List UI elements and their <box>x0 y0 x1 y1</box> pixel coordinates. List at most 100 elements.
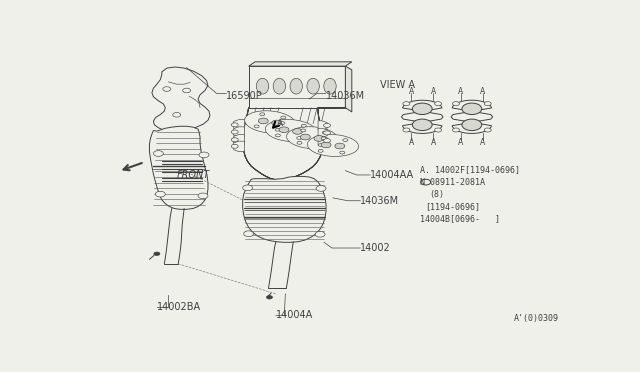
Circle shape <box>231 138 238 142</box>
Circle shape <box>279 127 289 132</box>
Text: 14036M: 14036M <box>360 196 399 206</box>
Text: 16590P: 16590P <box>227 91 263 101</box>
Circle shape <box>403 128 410 132</box>
Ellipse shape <box>290 78 303 94</box>
Circle shape <box>324 131 330 135</box>
Ellipse shape <box>257 78 269 94</box>
FancyBboxPatch shape <box>249 66 346 108</box>
Text: A. 14002F[1194-0696]: A. 14002F[1194-0696] <box>420 165 520 174</box>
Circle shape <box>452 128 460 132</box>
Polygon shape <box>307 135 358 156</box>
Circle shape <box>199 152 209 158</box>
Polygon shape <box>346 66 352 112</box>
Circle shape <box>300 134 310 140</box>
Circle shape <box>324 139 330 142</box>
Circle shape <box>266 296 273 299</box>
Circle shape <box>154 151 163 156</box>
Circle shape <box>403 102 410 106</box>
Circle shape <box>319 144 323 147</box>
Circle shape <box>484 102 491 106</box>
Polygon shape <box>318 136 329 145</box>
Circle shape <box>301 129 306 132</box>
Circle shape <box>316 186 326 191</box>
Circle shape <box>452 102 460 106</box>
Text: 14004AA: 14004AA <box>370 170 414 180</box>
Circle shape <box>275 134 280 137</box>
Circle shape <box>280 122 285 125</box>
Circle shape <box>272 120 282 126</box>
Polygon shape <box>233 127 244 137</box>
Ellipse shape <box>324 78 336 94</box>
Text: 14002BA: 14002BA <box>157 302 201 312</box>
Polygon shape <box>244 111 295 133</box>
Circle shape <box>231 130 238 134</box>
Circle shape <box>244 231 253 237</box>
Text: A: A <box>431 138 436 147</box>
Ellipse shape <box>273 78 285 94</box>
Circle shape <box>335 143 345 149</box>
Text: [1194-0696]: [1194-0696] <box>425 202 480 211</box>
Circle shape <box>412 119 432 131</box>
Circle shape <box>154 252 160 256</box>
Text: 14002: 14002 <box>360 243 391 253</box>
Text: A: A <box>458 138 463 147</box>
Text: A: A <box>277 119 284 128</box>
Ellipse shape <box>307 78 319 94</box>
Text: A: A <box>409 138 414 147</box>
Circle shape <box>297 137 301 140</box>
Text: A: A <box>409 87 414 96</box>
Circle shape <box>318 150 323 152</box>
Polygon shape <box>233 141 244 151</box>
Circle shape <box>163 87 171 92</box>
Circle shape <box>182 88 191 93</box>
Circle shape <box>198 193 208 199</box>
Text: VIEW A: VIEW A <box>380 80 415 90</box>
Circle shape <box>321 142 331 148</box>
Circle shape <box>315 231 325 237</box>
Circle shape <box>462 119 482 131</box>
Circle shape <box>343 139 348 141</box>
Circle shape <box>297 141 302 144</box>
Text: A: A <box>480 138 485 147</box>
Circle shape <box>323 131 327 134</box>
Circle shape <box>259 118 268 124</box>
Text: A: A <box>431 87 436 96</box>
Circle shape <box>435 128 442 132</box>
Circle shape <box>156 191 165 197</box>
Circle shape <box>281 116 286 119</box>
Text: A'(0)0309: A'(0)0309 <box>514 314 559 323</box>
Text: A: A <box>458 87 463 96</box>
Circle shape <box>412 103 432 115</box>
Polygon shape <box>243 176 326 242</box>
Circle shape <box>231 123 238 127</box>
Circle shape <box>340 151 345 154</box>
Polygon shape <box>287 127 338 149</box>
Polygon shape <box>249 62 352 66</box>
Circle shape <box>324 124 330 128</box>
Polygon shape <box>150 126 208 209</box>
Polygon shape <box>266 119 316 142</box>
Circle shape <box>243 185 253 191</box>
Text: N 08911-2081A: N 08911-2081A <box>420 178 484 187</box>
Polygon shape <box>401 100 443 134</box>
Polygon shape <box>233 135 244 145</box>
Circle shape <box>462 103 482 115</box>
Circle shape <box>254 125 259 128</box>
Text: 14004B[0696-   ]: 14004B[0696- ] <box>420 214 500 223</box>
Circle shape <box>173 112 180 117</box>
Polygon shape <box>233 120 244 130</box>
Circle shape <box>314 135 324 141</box>
Circle shape <box>292 129 303 134</box>
Circle shape <box>260 113 265 116</box>
Polygon shape <box>152 67 210 131</box>
Text: A: A <box>480 87 485 96</box>
Circle shape <box>275 128 280 131</box>
Polygon shape <box>451 100 493 134</box>
Polygon shape <box>243 108 346 180</box>
Circle shape <box>231 144 238 148</box>
Text: 14036M: 14036M <box>326 91 365 101</box>
Text: FRONT: FRONT <box>177 170 210 180</box>
Text: 14004A: 14004A <box>276 310 313 320</box>
Circle shape <box>420 179 431 185</box>
Circle shape <box>301 124 306 127</box>
